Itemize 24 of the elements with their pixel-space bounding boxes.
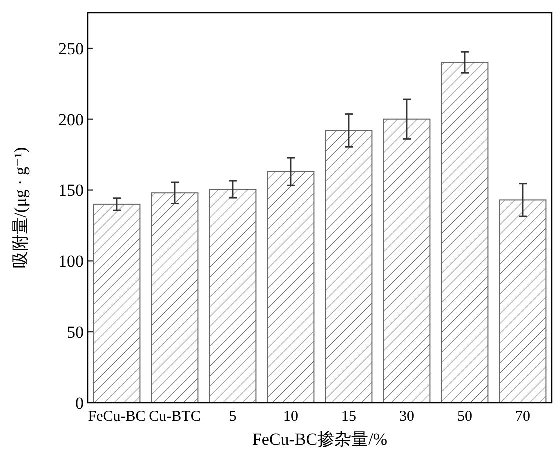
bar <box>267 171 315 404</box>
bar <box>383 118 431 404</box>
y-tick-label: 50 <box>67 323 84 342</box>
bar <box>93 204 141 404</box>
x-tick-label: 10 <box>284 409 298 425</box>
x-axis-title: FeCu-BC掺杂量/% <box>252 430 388 449</box>
bar <box>499 200 547 404</box>
bar <box>151 192 199 404</box>
y-axis-title: 吸附量/(μg · g⁻¹) <box>11 147 30 269</box>
x-tick-label: 5 <box>229 409 237 425</box>
bar <box>325 130 373 404</box>
x-tick-label: Cu-BTC <box>149 409 201 425</box>
x-tick-label: 15 <box>342 409 356 425</box>
y-tick-label: 100 <box>58 252 84 272</box>
bar <box>209 189 257 404</box>
x-tick-label: FeCu-BC <box>88 409 146 425</box>
y-tick-label: 150 <box>58 181 84 200</box>
x-tick-label: 70 <box>516 409 530 425</box>
y-tick-label: 0 <box>76 394 84 413</box>
y-tick-label: 250 <box>58 39 84 58</box>
bar <box>441 62 489 404</box>
y-tick-label: 200 <box>58 110 84 130</box>
x-tick-label: 50 <box>458 409 472 425</box>
x-tick-label: 30 <box>400 409 414 425</box>
